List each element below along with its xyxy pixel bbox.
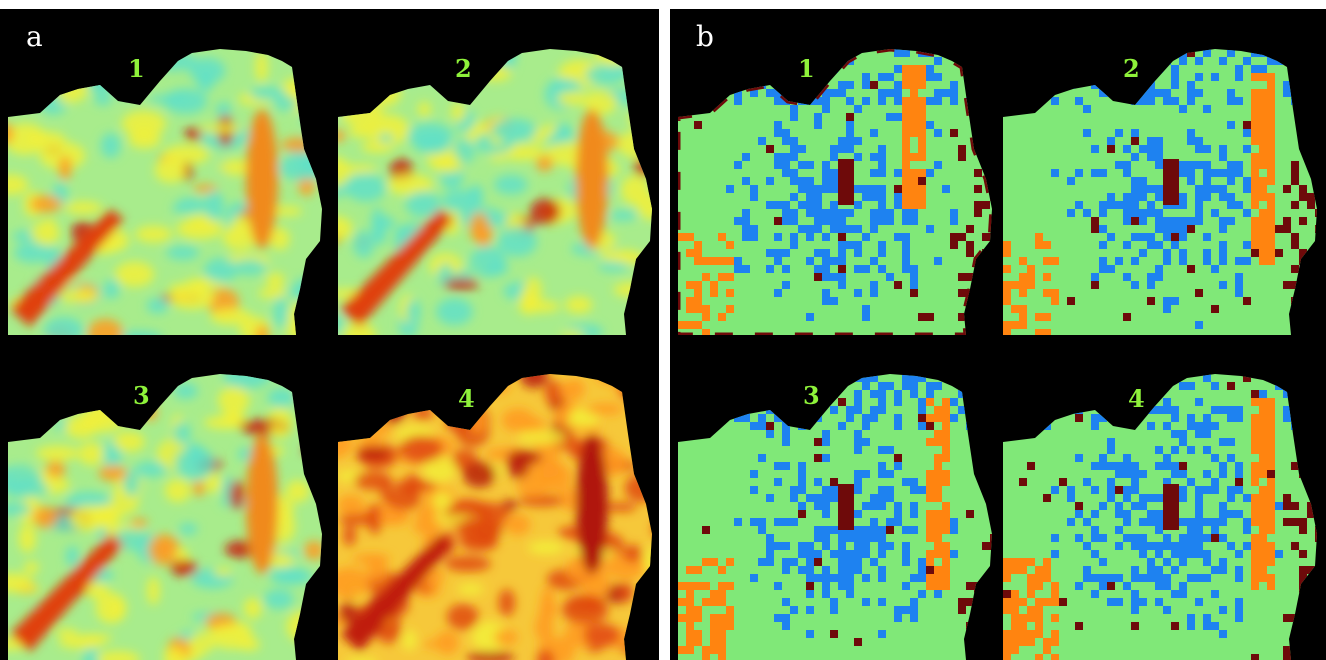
sublabel-3: 3 <box>133 381 150 410</box>
heatmap-image <box>8 49 652 660</box>
tissue-section-2 <box>338 49 652 335</box>
sublabel-3: 3 <box>803 381 820 410</box>
cluster-section-3 <box>678 374 992 660</box>
sublabel-4: 4 <box>1128 384 1145 413</box>
tissue-section-3 <box>8 374 322 660</box>
cluster-section-1 <box>678 49 992 335</box>
cluster-section-4 <box>1003 374 1317 660</box>
sublabel-2: 2 <box>455 54 472 83</box>
panel-a: a 1 2 3 4 <box>0 9 659 660</box>
cluster-section-2 <box>1003 49 1317 335</box>
cluster-map-image <box>678 49 1317 660</box>
sublabel-2: 2 <box>1123 54 1140 83</box>
sublabel-1: 1 <box>128 54 145 83</box>
panel-letter: a <box>26 20 43 53</box>
panel-b: b 1 2 3 4 <box>670 9 1326 660</box>
sublabel-1: 1 <box>798 54 815 83</box>
panel-letter: b <box>696 20 714 53</box>
sublabel-4: 4 <box>458 384 475 413</box>
tissue-section-4 <box>338 374 652 660</box>
tissue-section-1 <box>8 49 322 335</box>
